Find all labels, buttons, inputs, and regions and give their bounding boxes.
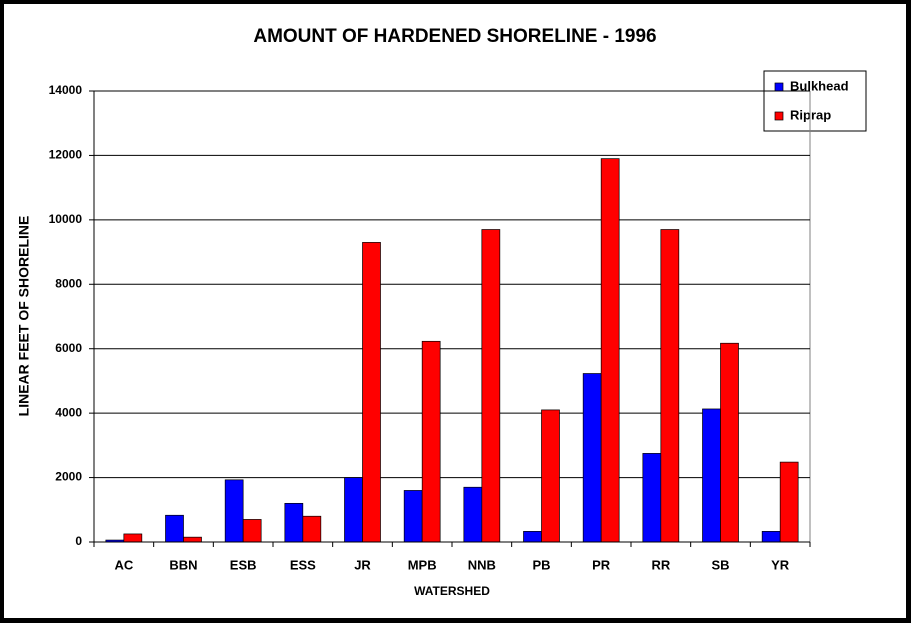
- chart-title: AMOUNT OF HARDENED SHORELINE - 1996: [253, 26, 656, 47]
- bar: [123, 533, 143, 543]
- legend-box: [763, 70, 867, 132]
- bar: [642, 453, 662, 543]
- bar: [344, 477, 363, 543]
- y-tick-label: 10000: [49, 212, 83, 226]
- bar: [761, 531, 781, 543]
- bar: [421, 340, 441, 543]
- x-tick-label: MPB: [408, 557, 437, 572]
- x-tick-label: JR: [354, 557, 371, 572]
- bar: [284, 502, 304, 543]
- bar: [582, 373, 602, 543]
- y-axis-label: LINEAR FEET OF SHORELINE: [16, 216, 32, 417]
- x-tick-label: YR: [771, 557, 790, 572]
- bar: [242, 519, 262, 543]
- x-tick-label: RR: [651, 557, 670, 572]
- bar: [403, 490, 423, 543]
- x-tick-label: ESS: [290, 557, 316, 572]
- legend-swatch: [774, 111, 784, 121]
- x-tick-label: BBN: [169, 557, 197, 572]
- x-tick-label: ESB: [230, 557, 257, 572]
- x-tick-label: PB: [532, 557, 550, 572]
- bar: [183, 536, 202, 543]
- bar: [463, 486, 483, 543]
- y-tick-label: 4000: [55, 405, 82, 419]
- x-tick-label: AC: [114, 557, 133, 572]
- x-tick-label: SB: [711, 557, 729, 572]
- bar: [720, 342, 739, 543]
- bar: [165, 514, 184, 543]
- y-tick-label: 6000: [55, 341, 82, 355]
- y-tick-label: 14000: [49, 83, 83, 97]
- y-tick-label: 2000: [55, 470, 82, 484]
- bar: [362, 242, 381, 543]
- bar: [779, 461, 799, 543]
- bar: [302, 515, 322, 543]
- bar: [600, 158, 620, 543]
- bar: [702, 408, 721, 543]
- bar: [660, 229, 680, 543]
- legend-label: Bulkhead: [790, 78, 849, 93]
- x-axis-label: WATERSHED: [414, 584, 490, 598]
- x-tick-label: NNB: [468, 557, 496, 572]
- bar: [541, 409, 560, 543]
- legend-swatch: [774, 82, 784, 92]
- bar: [224, 479, 244, 543]
- bar: [523, 531, 542, 543]
- y-tick-label: 0: [75, 534, 82, 548]
- bar: [481, 229, 501, 543]
- y-tick-label: 8000: [55, 276, 82, 290]
- x-tick-label: PR: [592, 557, 611, 572]
- legend-label: Riprap: [790, 107, 831, 122]
- chart-background: [4, 4, 906, 618]
- y-tick-label: 12000: [49, 148, 83, 162]
- legend: Bulkhead Riprap: [763, 70, 867, 132]
